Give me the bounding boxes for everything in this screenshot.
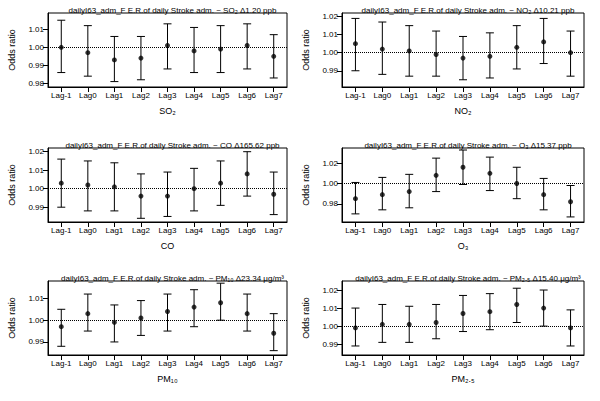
svg-text:Lag4: Lag4 [185, 91, 203, 100]
svg-text:1.02: 1.02 [322, 159, 338, 168]
svg-text:O₃: O₃ [458, 241, 469, 251]
svg-text:Lag2: Lag2 [132, 226, 150, 235]
svg-text:Lag-1: Lag-1 [345, 226, 366, 235]
svg-text:Lag4: Lag4 [185, 359, 203, 368]
svg-text:Lag-1: Lag-1 [51, 226, 72, 235]
svg-text:PM₂.₅: PM₂.₅ [451, 374, 474, 384]
svg-text:Lag7: Lag7 [562, 359, 580, 368]
svg-text:Lag0: Lag0 [79, 226, 97, 235]
svg-text:Lag5: Lag5 [212, 359, 230, 368]
svg-text:Lag2: Lag2 [427, 91, 445, 100]
svg-text:Lag1: Lag1 [105, 359, 123, 368]
svg-text:Lag-1: Lag-1 [51, 359, 72, 368]
svg-text:Lag1: Lag1 [105, 226, 123, 235]
svg-text:Lag7: Lag7 [562, 91, 580, 100]
svg-text:Lag1: Lag1 [105, 91, 123, 100]
svg-text:Lag-1: Lag-1 [345, 359, 366, 368]
svg-text:Lag5: Lag5 [508, 226, 526, 235]
svg-text:0.99: 0.99 [28, 61, 44, 70]
svg-text:Lag3: Lag3 [454, 91, 472, 100]
svg-text:Lag3: Lag3 [159, 91, 177, 100]
svg-text:Lag5: Lag5 [212, 91, 230, 100]
svg-text:Odds ratio: Odds ratio [301, 29, 311, 71]
svg-text:Lag7: Lag7 [265, 91, 283, 100]
svg-text:CO: CO [161, 241, 175, 251]
svg-text:1.02: 1.02 [322, 12, 338, 21]
svg-text:dailyI63_adm_F E.R.of daily St: dailyI63_adm_F E.R.of daily Stroke adm. … [65, 141, 280, 150]
svg-text:dailyI63_adm_F E.R.of daily St: dailyI63_adm_F E.R.of daily Stroke adm. … [61, 274, 284, 283]
svg-text:Lag4: Lag4 [185, 226, 203, 235]
svg-text:Lag5: Lag5 [508, 91, 526, 100]
svg-text:0.98: 0.98 [28, 79, 44, 88]
svg-text:Lag0: Lag0 [373, 226, 391, 235]
svg-text:Lag4: Lag4 [481, 226, 499, 235]
svg-text:Lag4: Lag4 [481, 359, 499, 368]
svg-text:Lag1: Lag1 [400, 91, 418, 100]
svg-text:Odds ratio: Odds ratio [301, 164, 311, 206]
svg-text:0.99: 0.99 [322, 340, 338, 349]
svg-text:Lag6: Lag6 [535, 226, 553, 235]
svg-text:Lag4: Lag4 [481, 91, 499, 100]
svg-text:Lag0: Lag0 [373, 359, 391, 368]
svg-text:1.02: 1.02 [322, 286, 338, 295]
svg-text:Lag2: Lag2 [132, 91, 150, 100]
svg-text:1.00: 1.00 [28, 184, 44, 193]
svg-text:1.01: 1.01 [322, 304, 338, 313]
svg-text:dailyI63_adm_F E.R.of daily St: dailyI63_adm_F E.R.of daily Stroke adm. … [69, 6, 277, 15]
svg-text:Lag3: Lag3 [159, 226, 177, 235]
svg-text:0.99: 0.99 [28, 203, 44, 212]
svg-text:Lag6: Lag6 [535, 91, 553, 100]
svg-text:PM₁₀: PM₁₀ [157, 374, 178, 384]
svg-text:1.01: 1.01 [28, 294, 44, 303]
svg-text:Lag6: Lag6 [535, 359, 553, 368]
svg-text:1.01: 1.01 [28, 166, 44, 175]
svg-text:Odds ratio: Odds ratio [7, 297, 17, 339]
svg-text:0.98: 0.98 [322, 199, 338, 208]
svg-text:Lag6: Lag6 [238, 226, 256, 235]
svg-text:Lag5: Lag5 [212, 226, 230, 235]
svg-text:1.01: 1.01 [28, 25, 44, 34]
svg-text:Lag1: Lag1 [400, 226, 418, 235]
svg-text:1.00: 1.00 [28, 316, 44, 325]
svg-text:0.99: 0.99 [322, 66, 338, 75]
svg-text:Lag-1: Lag-1 [51, 91, 72, 100]
svg-text:dailyI63_adm_F E.R.of daily St: dailyI63_adm_F E.R.of daily Stroke adm. … [364, 141, 572, 150]
svg-text:1.01: 1.01 [322, 30, 338, 39]
svg-text:Lag0: Lag0 [79, 359, 97, 368]
svg-text:Lag6: Lag6 [238, 359, 256, 368]
svg-text:NO₂: NO₂ [455, 106, 473, 116]
svg-text:Lag0: Lag0 [79, 91, 97, 100]
svg-text:Lag5: Lag5 [508, 359, 526, 368]
svg-text:Odds ratio: Odds ratio [301, 297, 311, 339]
svg-text:Lag0: Lag0 [373, 91, 391, 100]
svg-text:Lag2: Lag2 [427, 226, 445, 235]
svg-text:Lag7: Lag7 [562, 226, 580, 235]
svg-text:Lag2: Lag2 [132, 359, 150, 368]
svg-text:Odds ratio: Odds ratio [7, 29, 17, 71]
svg-text:SO₂: SO₂ [159, 106, 176, 116]
svg-text:1.00: 1.00 [322, 48, 338, 57]
svg-text:Lag7: Lag7 [265, 359, 283, 368]
svg-text:1.00: 1.00 [322, 179, 338, 188]
svg-text:Lag3: Lag3 [454, 226, 472, 235]
svg-text:1.00: 1.00 [28, 43, 44, 52]
svg-text:Lag7: Lag7 [265, 226, 283, 235]
svg-text:1.00: 1.00 [322, 322, 338, 331]
svg-text:dailyI63_adm_F E.R.of daily St: dailyI63_adm_F E.R.of daily Stroke adm. … [355, 274, 581, 283]
svg-text:0.99: 0.99 [28, 337, 44, 346]
svg-text:dailyI63_adm_F E.R.of daily St: dailyI63_adm_F E.R.of daily Stroke adm. … [362, 6, 575, 15]
svg-text:Lag6: Lag6 [238, 91, 256, 100]
svg-text:Lag-1: Lag-1 [345, 91, 366, 100]
svg-text:Lag2: Lag2 [427, 359, 445, 368]
svg-text:Odds ratio: Odds ratio [7, 164, 17, 206]
svg-text:Lag3: Lag3 [454, 359, 472, 368]
svg-text:Lag1: Lag1 [400, 359, 418, 368]
svg-text:1.02: 1.02 [28, 147, 44, 156]
svg-text:Lag3: Lag3 [159, 359, 177, 368]
